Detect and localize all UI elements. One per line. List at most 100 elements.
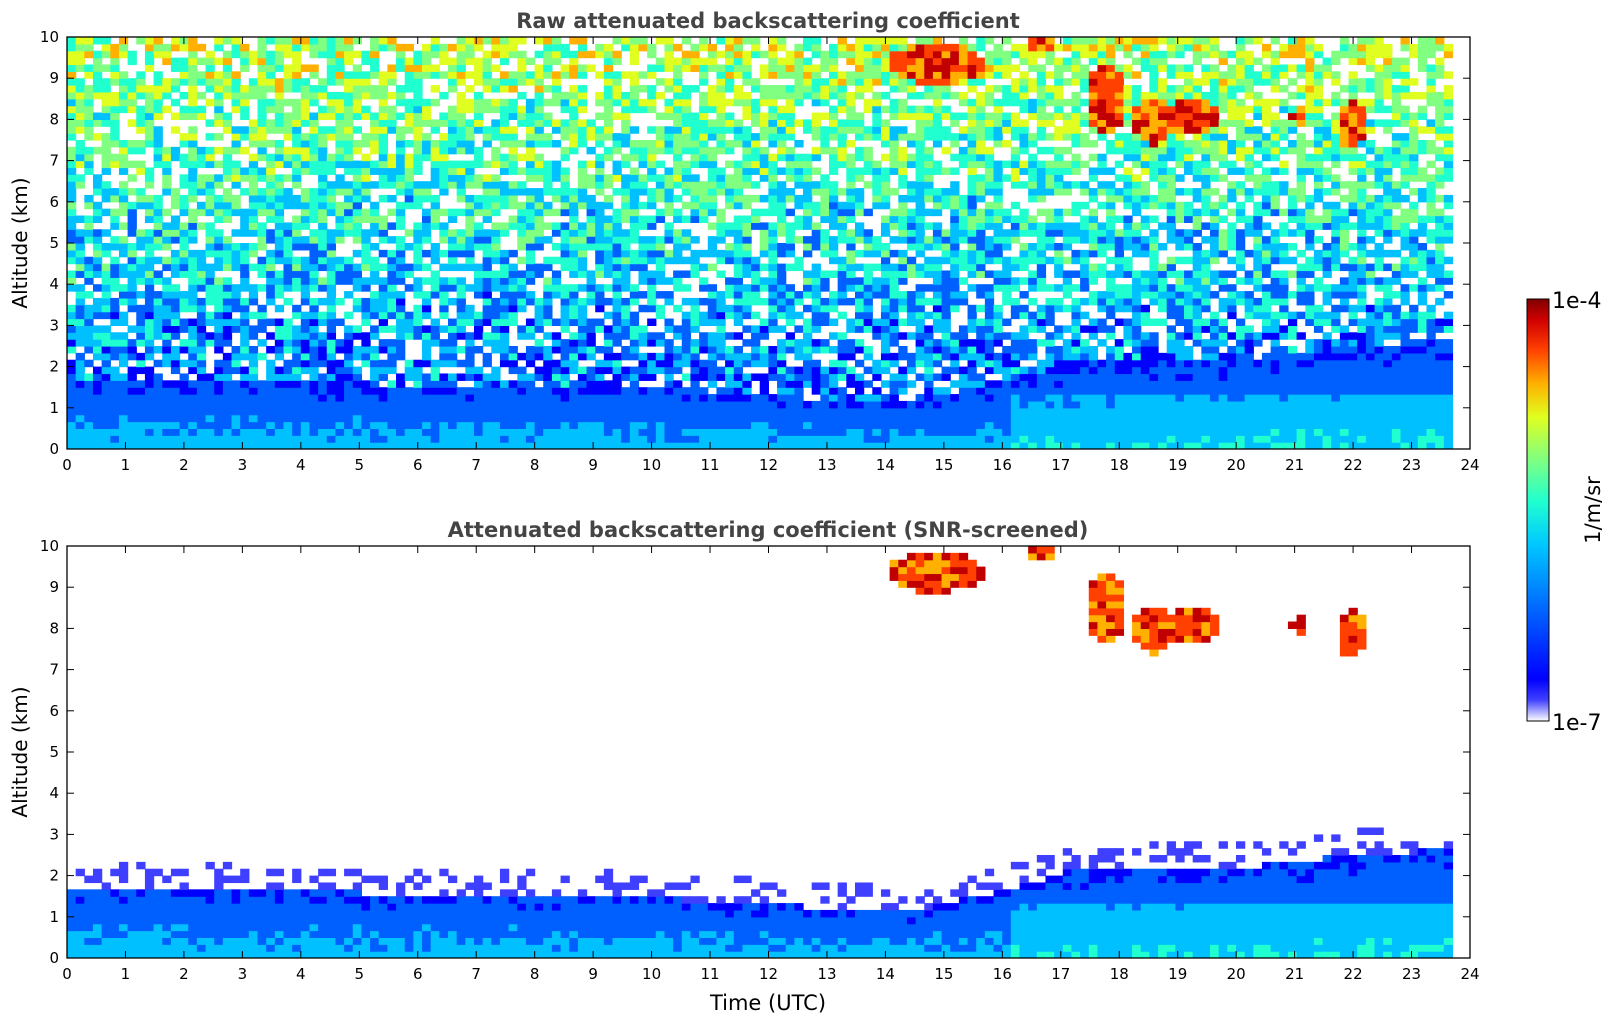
heatmap-cell bbox=[647, 91, 657, 100]
heatmap-cell bbox=[214, 407, 224, 416]
heatmap-cell bbox=[361, 263, 371, 272]
heatmap-cell bbox=[188, 352, 198, 361]
heatmap-cell bbox=[162, 297, 172, 306]
heatmap-cell bbox=[915, 263, 925, 272]
heatmap-cell bbox=[439, 181, 449, 189]
heatmap-cell bbox=[517, 181, 527, 189]
heatmap-cell bbox=[811, 119, 821, 127]
heatmap-cell bbox=[690, 435, 700, 443]
heatmap-cell bbox=[110, 208, 120, 217]
heatmap-cell bbox=[569, 284, 579, 292]
heatmap-cell bbox=[785, 153, 795, 162]
heatmap-cell bbox=[162, 284, 172, 292]
heatmap-cell bbox=[880, 366, 891, 375]
heatmap-cell bbox=[647, 201, 657, 210]
heatmap-cell bbox=[378, 112, 388, 120]
heatmap-cell bbox=[309, 352, 319, 361]
heatmap-cell bbox=[144, 277, 155, 285]
heatmap-cell bbox=[751, 297, 761, 306]
heatmap-cell bbox=[257, 325, 267, 333]
heatmap-cell bbox=[75, 414, 85, 423]
heatmap-cell bbox=[335, 140, 345, 148]
heatmap-cell bbox=[854, 174, 865, 182]
heatmap-cell bbox=[283, 442, 293, 449]
heatmap-cell bbox=[75, 181, 85, 189]
heatmap-cell bbox=[898, 421, 908, 429]
heatmap-cell bbox=[560, 153, 570, 162]
heatmap-cell bbox=[872, 318, 882, 326]
heatmap-cell bbox=[629, 229, 640, 237]
heatmap-cell bbox=[586, 119, 596, 127]
heatmap-cell bbox=[439, 421, 449, 429]
heatmap-cell bbox=[430, 194, 440, 203]
heatmap-cell bbox=[222, 188, 233, 196]
heatmap-cell bbox=[231, 366, 241, 375]
heatmap-cell bbox=[820, 98, 830, 107]
heatmap-cell bbox=[673, 332, 683, 340]
heatmap-cell bbox=[283, 64, 293, 72]
heatmap-cell bbox=[534, 78, 544, 86]
heatmap-cell bbox=[170, 43, 181, 52]
heatmap-cell bbox=[560, 380, 570, 388]
heatmap-cell bbox=[768, 284, 778, 292]
heatmap-cell bbox=[75, 270, 85, 278]
heatmap-cell bbox=[586, 394, 596, 402]
heatmap-cell bbox=[629, 50, 640, 59]
heatmap-cell bbox=[915, 71, 925, 79]
heatmap-cell bbox=[777, 37, 787, 45]
heatmap-cell bbox=[647, 167, 657, 175]
heatmap-cell bbox=[976, 407, 986, 416]
heatmap-cell bbox=[75, 387, 85, 395]
heatmap-cell bbox=[387, 435, 397, 443]
heatmap-cell bbox=[560, 435, 570, 443]
heatmap-cell bbox=[777, 119, 787, 127]
heatmap-cell bbox=[854, 222, 865, 230]
heatmap-cell bbox=[231, 249, 241, 258]
heatmap-cell bbox=[811, 346, 821, 354]
heatmap-cell bbox=[430, 256, 440, 265]
heatmap-cell bbox=[274, 160, 285, 169]
heatmap-cell bbox=[595, 256, 605, 265]
heatmap-cell bbox=[491, 208, 501, 217]
heatmap-cell bbox=[352, 263, 363, 272]
heatmap-cell bbox=[482, 208, 492, 217]
heatmap-cell bbox=[153, 50, 163, 59]
heatmap-cell bbox=[863, 160, 873, 169]
heatmap-cell bbox=[448, 297, 458, 306]
heatmap-cell bbox=[205, 188, 215, 196]
heatmap-cell bbox=[863, 243, 873, 251]
heatmap-cell bbox=[811, 153, 821, 162]
heatmap-cell bbox=[707, 346, 718, 354]
heatmap-cell bbox=[309, 215, 319, 223]
heatmap-cell bbox=[127, 291, 137, 299]
heatmap-cell bbox=[898, 380, 908, 388]
heatmap-cell bbox=[413, 428, 423, 436]
heatmap-cell bbox=[274, 277, 285, 285]
heatmap-cell bbox=[854, 318, 865, 326]
heatmap-cell bbox=[396, 201, 406, 210]
heatmap-cell bbox=[75, 435, 85, 443]
heatmap-cell bbox=[248, 352, 259, 361]
heatmap-cell bbox=[465, 201, 475, 210]
heatmap-cell bbox=[525, 194, 536, 203]
heatmap-cell bbox=[880, 311, 891, 320]
heatmap-cell bbox=[205, 284, 215, 292]
heatmap-cell bbox=[595, 208, 605, 217]
heatmap-cell bbox=[603, 64, 614, 72]
heatmap-cell bbox=[829, 270, 839, 278]
heatmap-cell bbox=[508, 133, 518, 141]
heatmap-cell bbox=[716, 428, 726, 436]
heatmap-cell bbox=[465, 414, 475, 423]
heatmap-cell bbox=[430, 442, 440, 449]
heatmap-cell bbox=[499, 435, 510, 443]
heatmap-cell bbox=[707, 400, 718, 409]
heatmap-cell bbox=[266, 140, 276, 148]
heatmap-cell bbox=[872, 105, 882, 114]
heatmap-cell bbox=[560, 400, 570, 409]
heatmap-cell bbox=[655, 112, 666, 120]
heatmap-cell bbox=[811, 112, 821, 120]
heatmap-cell bbox=[707, 85, 718, 93]
heatmap-cell bbox=[448, 126, 458, 134]
heatmap-cell bbox=[880, 291, 891, 299]
heatmap-cell bbox=[196, 71, 207, 79]
